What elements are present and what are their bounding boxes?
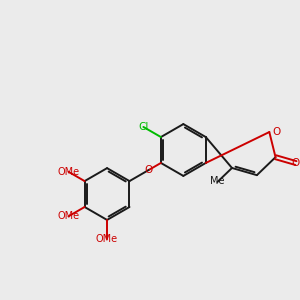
Text: OMe: OMe xyxy=(57,211,80,221)
Text: O: O xyxy=(144,165,153,175)
Text: OMe: OMe xyxy=(96,234,118,244)
Text: OMe: OMe xyxy=(57,167,80,177)
Text: Cl: Cl xyxy=(138,122,148,132)
Text: O: O xyxy=(292,158,300,168)
Text: O: O xyxy=(272,127,281,137)
Text: Me: Me xyxy=(210,176,225,186)
